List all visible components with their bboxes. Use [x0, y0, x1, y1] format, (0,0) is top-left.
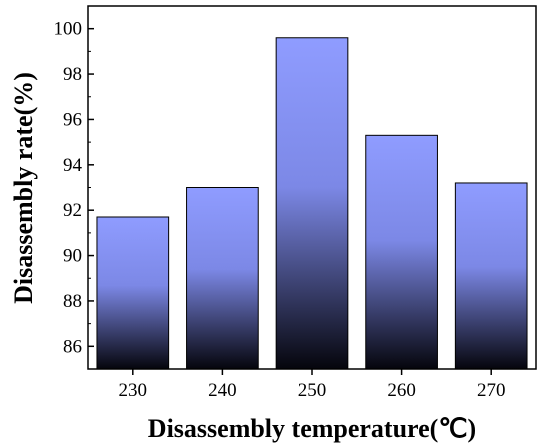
y-axis-title: Disassembly rate(%) [9, 72, 38, 304]
y-tick-label: 86 [63, 336, 82, 357]
x-axis-title: Disassembly temperature(℃) [148, 414, 476, 443]
y-tick-label: 92 [63, 200, 82, 221]
y-tick-label: 98 [63, 64, 82, 85]
bar-230 [96, 216, 170, 370]
y-tick-label: 100 [54, 19, 83, 40]
x-tick-label: 270 [477, 380, 506, 401]
x-axis-ticks: 230 240 250 260 270 [119, 369, 506, 401]
y-tick-label: 96 [63, 109, 82, 130]
bar-240 [186, 187, 259, 370]
bar-260 [365, 134, 438, 370]
x-tick-label: 230 [119, 380, 148, 401]
bars [96, 37, 528, 370]
bar-270 [454, 182, 528, 370]
y-tick-label: 90 [63, 246, 82, 267]
y-tick-label: 88 [63, 291, 82, 312]
x-tick-label: 260 [387, 380, 416, 401]
y-tick-label: 94 [63, 155, 83, 176]
x-tick-label: 240 [208, 380, 237, 401]
y-axis-ticks: 86 88 90 92 94 96 98 100 [54, 19, 94, 357]
x-tick-label: 250 [298, 380, 327, 401]
bar-250 [275, 37, 349, 370]
